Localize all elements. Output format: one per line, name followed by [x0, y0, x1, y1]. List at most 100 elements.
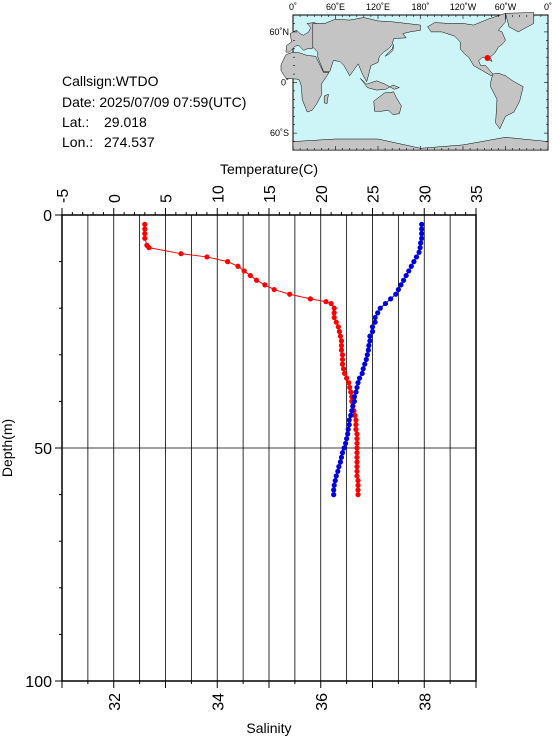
madagascar-land [323, 93, 329, 104]
salinity-tick-label: 34 [210, 693, 227, 711]
temperature-tick-label: 30 [417, 185, 434, 203]
temperature-point [331, 305, 337, 311]
temperature-point [354, 454, 360, 460]
temperature-point [344, 375, 350, 381]
temperature-point [328, 300, 334, 307]
salinity-point [348, 412, 354, 418]
salinity-point [350, 403, 356, 409]
temperature-point [235, 263, 241, 269]
salinity-point [337, 459, 344, 465]
temperature-point [354, 459, 360, 465]
salinity-point [344, 436, 350, 442]
salinity-point [367, 333, 373, 339]
japan-land [384, 44, 394, 57]
salinity-point [338, 454, 345, 460]
map-latitude-labels: 60˚N 0˚ 60˚S [269, 27, 289, 138]
temperature-point [247, 272, 253, 279]
salinity-point [419, 231, 425, 237]
salinity-series [331, 221, 425, 498]
temperature-point [336, 328, 342, 335]
temperature-point [340, 366, 347, 372]
temperature-point [354, 450, 360, 456]
temperature-point [142, 235, 148, 241]
salinity-point [331, 482, 337, 488]
salinity-point [400, 277, 407, 283]
temperature-point [142, 226, 148, 232]
salinity-point [346, 422, 352, 428]
grid [62, 215, 476, 681]
temperature-point [339, 356, 346, 363]
salinity-tick-labels: 32 34 36 38 [107, 693, 435, 711]
salinity-axis-title: Salinity [246, 720, 291, 736]
map-longitude-label: 180˚ [411, 2, 429, 12]
europe-land [285, 22, 322, 53]
temperature-point [307, 296, 313, 302]
australia-land [373, 91, 402, 115]
salinity-point [388, 296, 394, 302]
salinity-point [342, 440, 349, 446]
temperature-tick-label: 15 [262, 185, 279, 203]
temperature-point [271, 286, 277, 293]
salinity-tick-label: 36 [314, 693, 331, 711]
salinity-point [377, 305, 383, 311]
temperature-point [333, 319, 339, 325]
temperature-point [353, 417, 359, 423]
salinity-point [411, 259, 417, 265]
temperature-point [353, 426, 359, 432]
axis-ticks [55, 208, 477, 688]
temperature-point [204, 254, 210, 260]
salinity-point [366, 342, 372, 349]
temperature-tick-label: 35 [469, 185, 486, 203]
temperature-point [337, 333, 344, 339]
salinity-point [356, 375, 363, 381]
salinity-point [331, 492, 337, 498]
salinity-point [416, 249, 422, 255]
temperature-point [262, 282, 268, 288]
depth-tick-label: 100 [25, 674, 52, 691]
map-longitude-label: 0˚ [289, 2, 297, 12]
salinity-point [346, 417, 352, 423]
depth-axis-title: Depth(m) [0, 419, 15, 477]
temperature-point [354, 464, 360, 470]
salinity-point [364, 352, 370, 358]
depth-tick-label: 0 [43, 208, 52, 225]
salinity-point [359, 370, 365, 377]
temperature-point [353, 422, 359, 428]
lat-label: Lat.: [62, 114, 89, 130]
salinity-point [332, 478, 338, 484]
temperature-tick-label: 5 [159, 194, 176, 203]
station-marker [484, 55, 491, 61]
salinity-point [413, 254, 420, 260]
salinity-point [353, 389, 359, 395]
map-latitude-label: 60˚N [269, 27, 289, 37]
temperature-point [355, 492, 361, 498]
temperature-point [354, 473, 360, 479]
temperature-point [331, 310, 337, 316]
map-longitude-label: 60˚E [326, 2, 345, 12]
temperature-point [347, 384, 353, 391]
temperature-point [354, 445, 360, 451]
temperature-point [253, 277, 260, 283]
temperature-axis-title: Temperature(C) [220, 161, 318, 177]
temperature-point [323, 299, 329, 305]
lat-value: 29.018 [104, 114, 147, 130]
salinity-point [369, 324, 376, 330]
station-info: Callsign:WTDO Date: 2025/07/09 07:59(UTC… [62, 73, 246, 150]
temperature-tick-label: 20 [314, 185, 331, 203]
temperature-point [338, 347, 345, 353]
temperature-tick-label: 10 [210, 185, 227, 203]
temperature-point [346, 380, 352, 386]
temperature-tick-label: 0 [107, 194, 124, 203]
temperature-point [338, 338, 345, 344]
salinity-point [336, 464, 342, 470]
salinity-point [341, 445, 347, 451]
date-text: Date: 2025/07/09 07:59(UTC) [62, 94, 246, 110]
temperature-point [355, 482, 361, 488]
salinity-point [417, 245, 423, 251]
temperature-point [335, 324, 341, 330]
map-land [280, 12, 549, 151]
temperature-point [178, 251, 184, 257]
temperature-point [354, 431, 360, 437]
